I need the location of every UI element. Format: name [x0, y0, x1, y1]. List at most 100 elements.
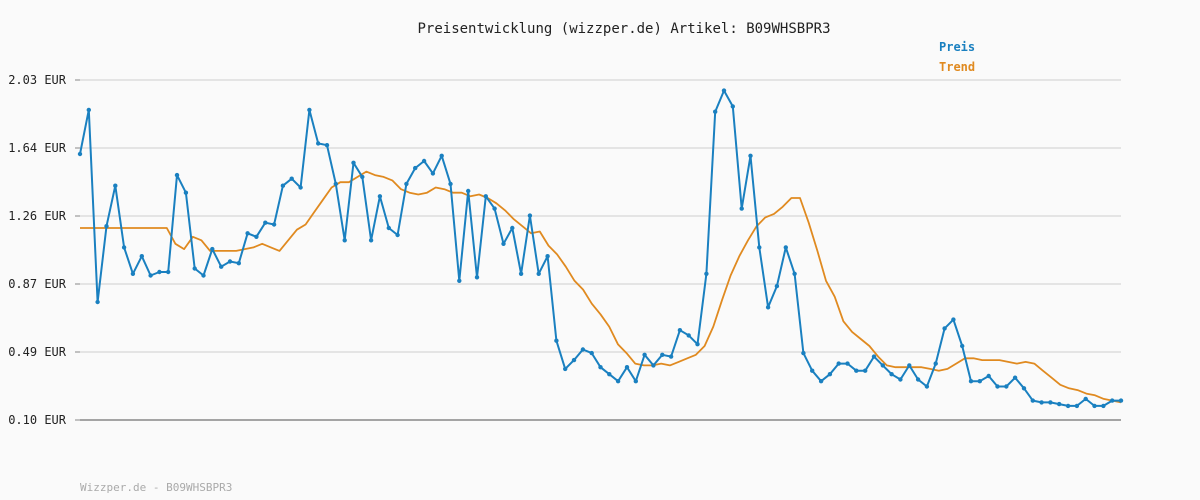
preis-data-point — [413, 165, 418, 171]
preis-data-point — [1030, 398, 1036, 403]
preis-data-point — [774, 283, 780, 289]
preis-data-point — [404, 181, 409, 187]
preis-data-point — [466, 188, 471, 194]
preis-data-point — [1101, 403, 1106, 409]
preis-data-point — [642, 352, 647, 357]
preis-data-point — [236, 261, 241, 266]
legend-trend: Trend — [939, 60, 975, 74]
preis-data-point — [95, 299, 100, 305]
preis-data-point — [739, 206, 744, 211]
series-layer — [77, 88, 1124, 409]
preis-series-line — [79, 89, 1121, 407]
preis-data-point — [871, 354, 877, 359]
preis-data-point — [183, 190, 189, 195]
preis-data-point — [395, 232, 400, 238]
preis-data-point — [351, 160, 356, 165]
preis-data-point — [104, 224, 109, 229]
preis-data-point — [589, 350, 594, 356]
y-tick-label: 1.26 EUR — [8, 209, 67, 223]
preis-data-point — [130, 271, 136, 276]
preis-data-point — [1004, 384, 1009, 389]
preis-data-point — [580, 347, 586, 352]
preis-data-point — [783, 245, 788, 250]
preis-data-point — [721, 88, 727, 93]
preis-data-point — [501, 241, 506, 246]
preis-data-point — [792, 271, 797, 276]
preis-data-point — [166, 269, 171, 275]
preis-data-point — [827, 372, 833, 377]
preis-data-point — [457, 278, 462, 283]
preis-data-point — [527, 213, 533, 218]
preis-data-point — [598, 365, 603, 370]
preis-data-point — [960, 343, 965, 349]
preis-data-point — [677, 328, 683, 333]
preis-data-point — [730, 104, 735, 109]
preis-data-point — [1057, 401, 1062, 407]
y-axis-tick-labels: 0.10 EUR 0.49 EUR 0.87 EUR 1.26 EUR 1.64 EUR… — [8, 73, 80, 427]
preis-data-point — [1012, 375, 1018, 380]
preis-data-point — [1021, 386, 1027, 391]
preis-data-point — [148, 273, 153, 278]
preis-data-point — [704, 271, 709, 276]
preis-data-point — [660, 352, 665, 357]
preis-data-point — [845, 361, 850, 366]
preis-data-point — [307, 107, 312, 113]
preis-data-point — [615, 379, 621, 384]
preis-data-point — [1065, 403, 1071, 409]
preis-data-point — [263, 220, 268, 225]
preis-data-point — [201, 273, 206, 278]
preis-data-point — [448, 181, 453, 187]
preis-data-point — [765, 305, 771, 310]
preis-data-point — [1118, 398, 1124, 403]
footer-text: Wizzper.de - B09WHSBPR3 — [80, 481, 232, 494]
preis-data-point — [863, 368, 868, 373]
preis-data-point — [192, 266, 197, 271]
preis-data-point — [836, 361, 841, 366]
preis-data-point — [254, 234, 259, 239]
preis-data-point — [360, 174, 365, 180]
preis-data-point — [571, 357, 577, 363]
preis-data-point — [810, 368, 815, 373]
preis-data-point — [986, 373, 991, 379]
legend-preis: Preis — [939, 40, 975, 54]
preis-data-point — [1083, 396, 1088, 402]
chart-title: Preisentwicklung (wizzper.de) Artikel: B… — [417, 21, 830, 37]
preis-data-point — [386, 225, 391, 231]
preis-data-point — [536, 271, 541, 276]
preis-data-point — [139, 254, 144, 259]
preis-data-point — [280, 183, 286, 188]
preis-data-point — [245, 231, 250, 236]
preis-data-point — [492, 206, 497, 211]
preis-data-point — [889, 372, 894, 377]
preis-data-point — [633, 379, 638, 384]
preis-data-point — [219, 264, 224, 269]
preis-data-point — [695, 342, 700, 347]
preis-data-point — [121, 245, 127, 250]
preis-data-point — [545, 254, 550, 259]
preis-data-point — [333, 181, 338, 187]
preis-data-point — [757, 245, 762, 250]
preis-data-point — [942, 326, 947, 331]
preis-data-point — [915, 377, 921, 382]
preis-data-point — [1074, 403, 1080, 409]
preis-data-point — [977, 379, 982, 384]
preis-data-point — [898, 377, 903, 382]
preis-data-point — [289, 176, 294, 181]
grid-lines — [80, 79, 1121, 353]
preis-data-point — [77, 151, 83, 157]
preis-data-point — [1110, 398, 1115, 403]
preis-data-point — [624, 365, 630, 370]
preis-data-point — [342, 238, 347, 243]
preis-data-point — [1039, 400, 1044, 405]
preis-data-point — [157, 269, 162, 275]
preis-data-point — [86, 107, 92, 113]
preis-data-point — [854, 368, 859, 373]
preis-data-point — [174, 172, 180, 178]
preis-data-point — [668, 354, 674, 359]
preis-data-point — [907, 363, 912, 368]
preis-data-point — [510, 225, 515, 231]
preis-data-point — [421, 158, 427, 164]
y-tick-label: 1.64 EUR — [8, 141, 67, 155]
preis-data-point — [563, 366, 568, 372]
preis-data-point — [518, 271, 524, 276]
